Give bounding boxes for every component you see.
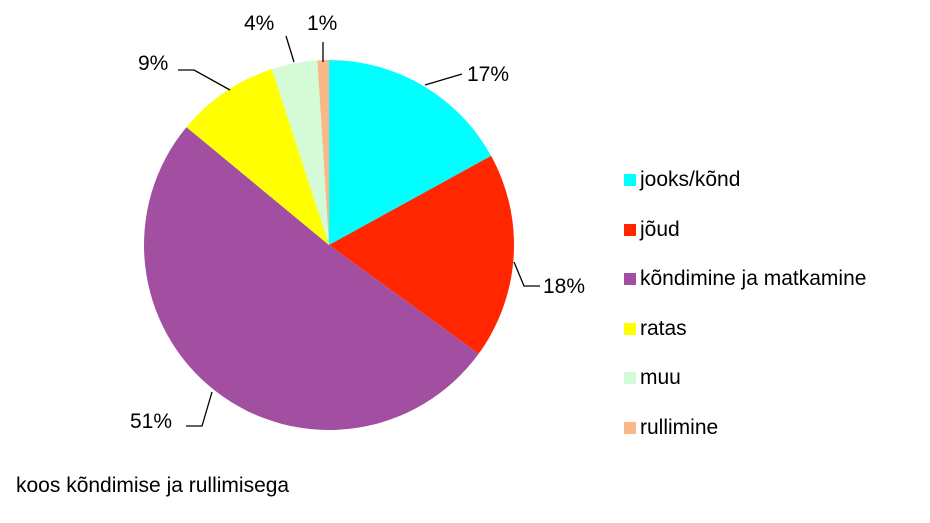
leader-line xyxy=(513,261,540,287)
data-label: 1% xyxy=(307,12,337,35)
legend-label: rullimine xyxy=(640,415,719,439)
leader-line xyxy=(186,391,213,427)
data-label: 51% xyxy=(130,410,172,433)
legend-label: jooks/kõnd xyxy=(640,168,741,191)
leader-line xyxy=(285,35,295,63)
legend-swatch xyxy=(624,273,636,285)
legend-swatch xyxy=(624,174,636,186)
pie-slice-2 xyxy=(143,127,479,431)
legend-swatch xyxy=(624,322,636,335)
pie-slice-5 xyxy=(317,60,329,245)
data-label: 18% xyxy=(543,275,585,298)
leader-line xyxy=(178,69,231,91)
legend-item: kõndimine ja matkamine xyxy=(624,267,866,291)
legend-item: jooks/kõnd xyxy=(624,168,740,192)
legend-label: muu xyxy=(640,366,681,389)
legend-item: muu xyxy=(624,366,681,390)
chart-caption: koos kõndimise ja rullimisega xyxy=(16,474,290,497)
data-label: 9% xyxy=(138,52,168,75)
pie-slice-0 xyxy=(329,60,492,245)
pie-slice-4 xyxy=(271,60,329,246)
data-label: 4% xyxy=(244,12,274,35)
data-label: 17% xyxy=(467,63,509,86)
pie-slice-1 xyxy=(329,155,514,354)
legend-label: jõud xyxy=(640,217,680,241)
leader-line xyxy=(424,73,463,86)
legend-item: rullimine xyxy=(624,416,718,440)
pie-slice-3 xyxy=(186,69,329,246)
legend-item: jõud xyxy=(624,218,680,242)
legend-item: ratas xyxy=(624,317,687,341)
legend-swatch xyxy=(624,223,636,236)
legend-swatch xyxy=(624,421,636,434)
legend-label: ratas xyxy=(640,316,687,340)
legend-label: kõndimine ja matkamine xyxy=(640,267,867,290)
legend-swatch xyxy=(624,372,636,384)
